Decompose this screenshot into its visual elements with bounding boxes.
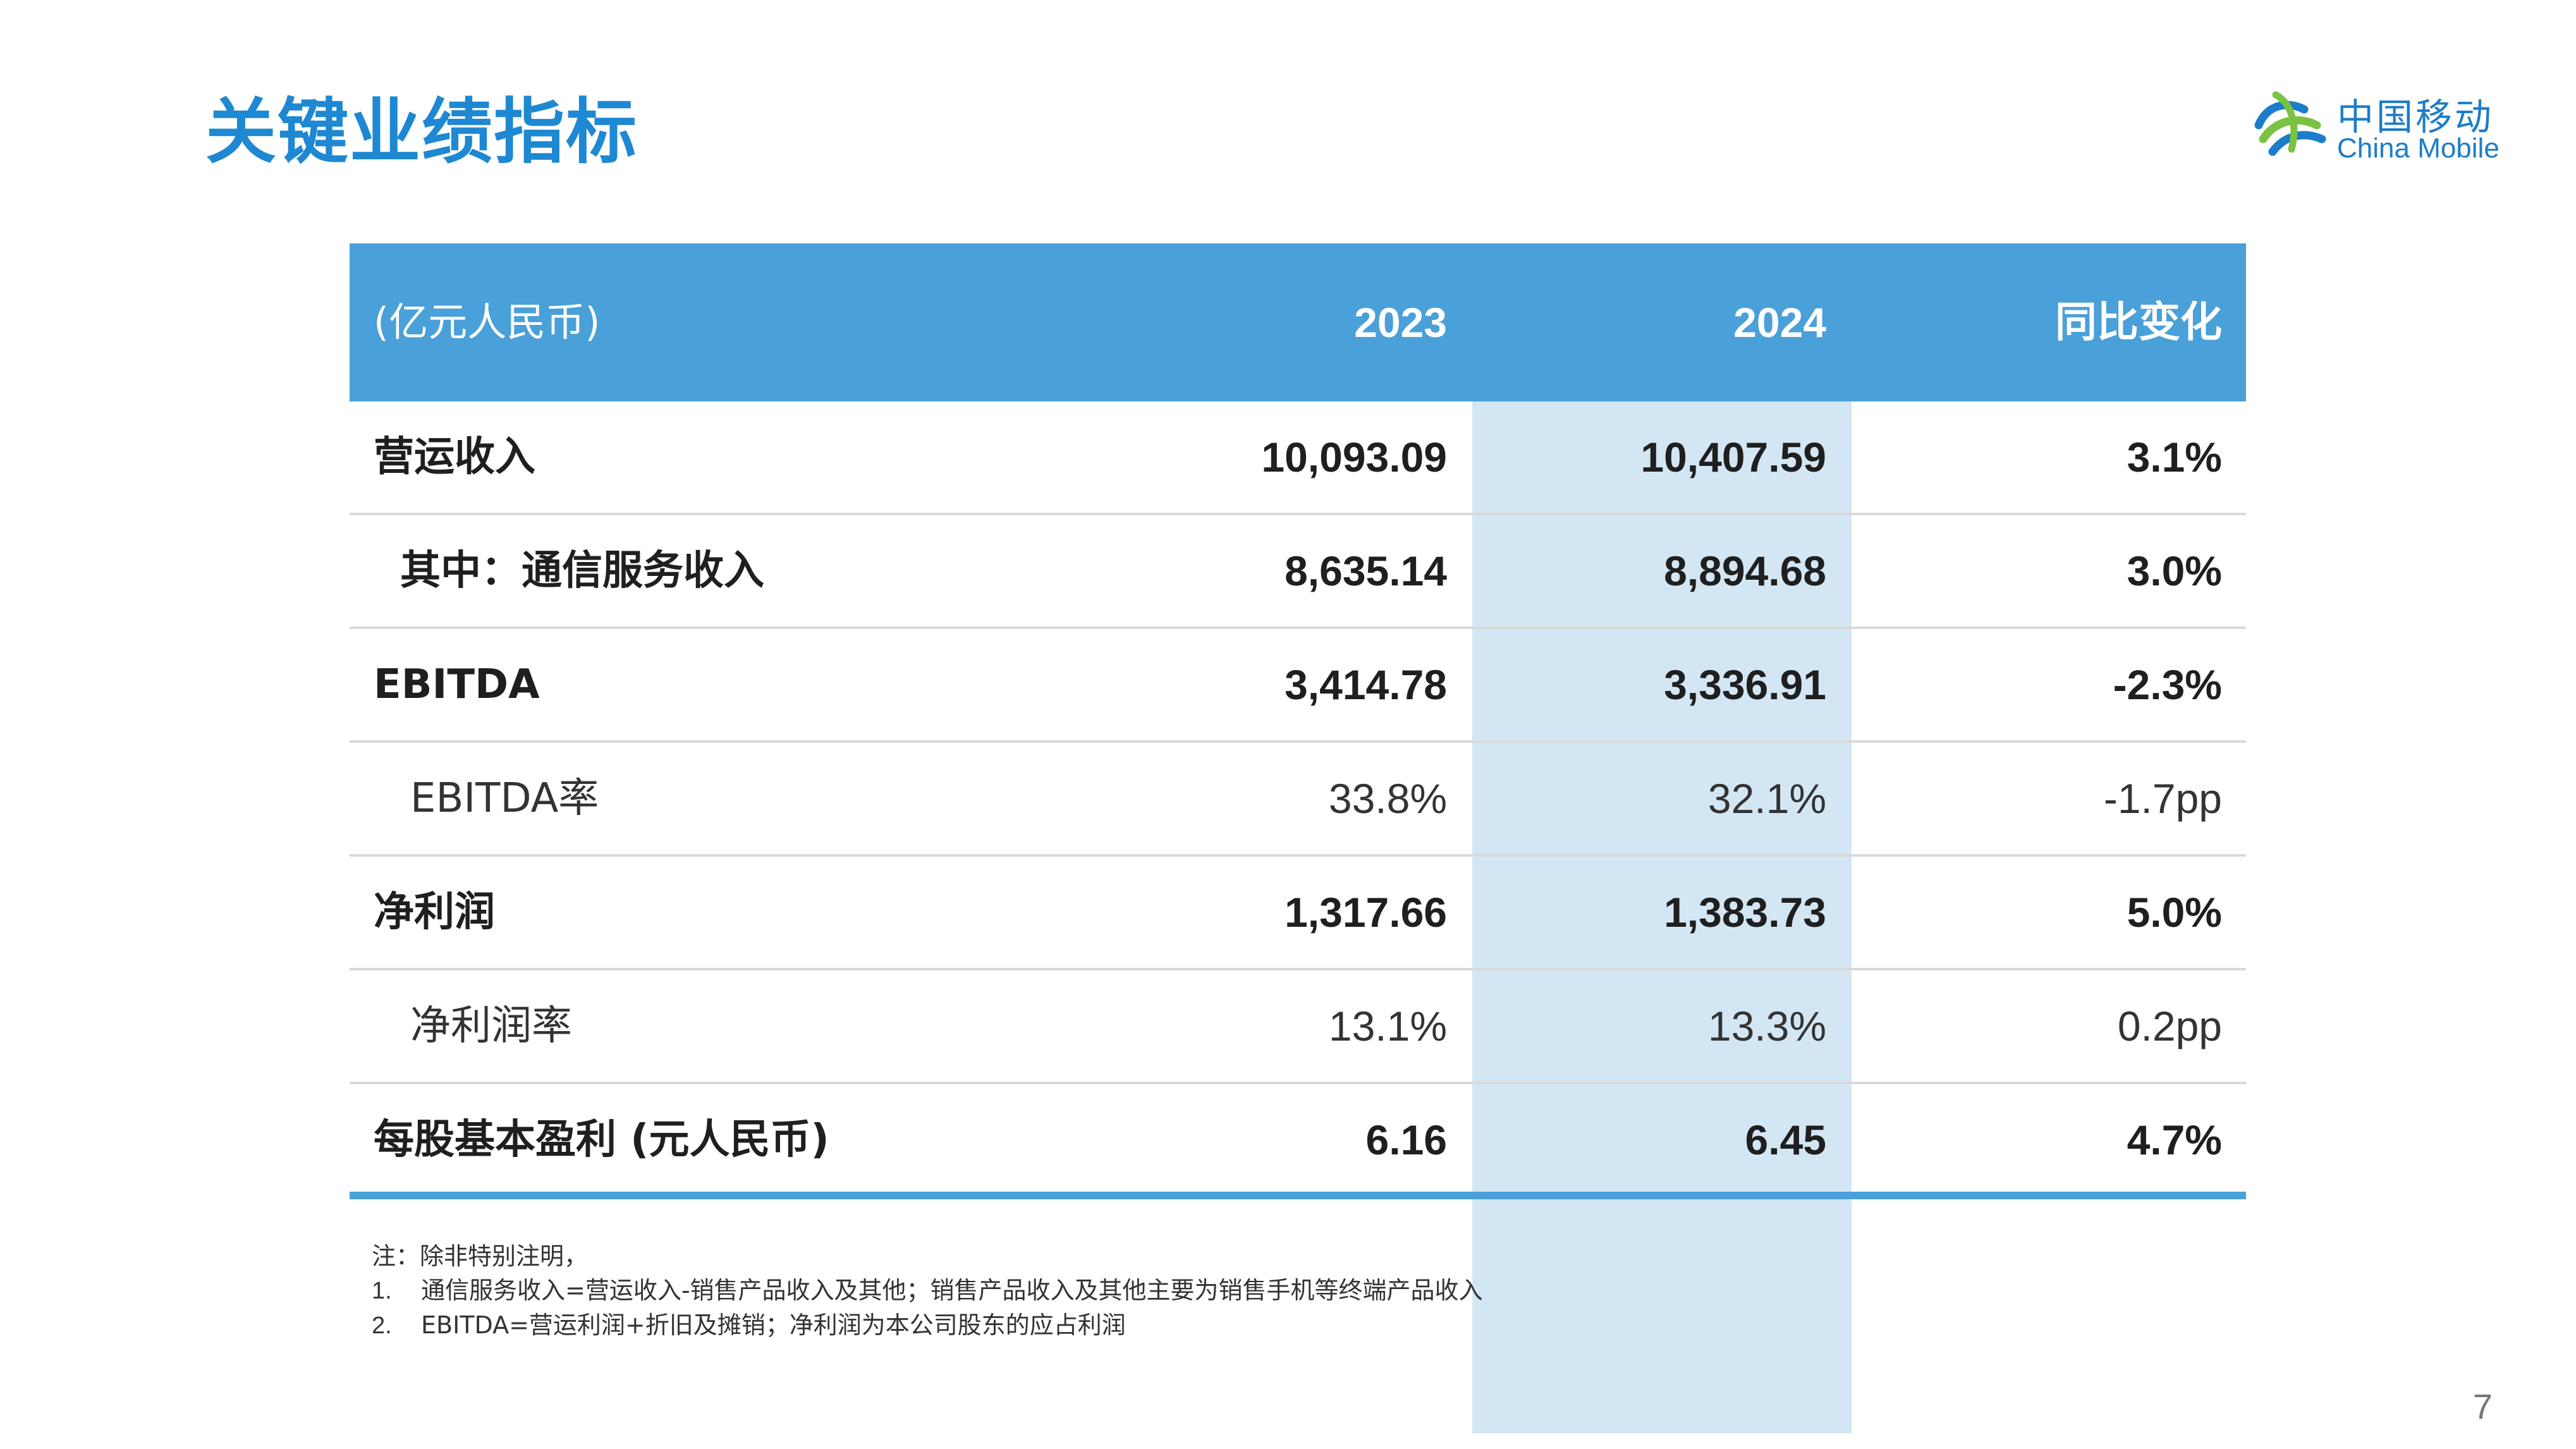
table-row: 每股基本盈利 (元人民币) 6.16 6.45 4.7% bbox=[350, 1084, 2246, 1199]
table-header: (亿元人民币) 2023 2024 同比变化 bbox=[350, 243, 2246, 401]
row-label: EBITDA率 bbox=[410, 775, 599, 822]
row-label: 每股基本盈利 (元人民币) bbox=[374, 1116, 829, 1163]
value-2024: 8,894.68 bbox=[1664, 547, 1826, 594]
china-mobile-logo: 中国移动 China Mobile bbox=[2247, 81, 2513, 176]
value-2023: 8,635.14 bbox=[1285, 547, 1447, 594]
page-number: 7 bbox=[2472, 1386, 2493, 1426]
logo-text-en: China Mobile bbox=[2337, 133, 2500, 164]
page-title: 关键业绩指标 bbox=[205, 91, 638, 173]
footnote-intro: 注：除非特别注明， bbox=[372, 1242, 589, 1270]
table-row: 营运收入 10,093.09 10,407.59 3.1% bbox=[350, 401, 2246, 515]
value-2024: 10,407.59 bbox=[1640, 434, 1826, 480]
value-2023: 13.1% bbox=[1328, 1003, 1447, 1049]
table-row: EBITDA 3,414.78 3,336.91 -2.3% bbox=[350, 629, 2246, 743]
value-2024: 32.1% bbox=[1707, 775, 1826, 822]
table-row: 净利润 1,317.66 1,383.73 5.0% bbox=[350, 857, 2246, 970]
footnotes: 注：除非特别注明， 1. 通信服务收入=营运收入-销售产品收入及其他；销售产品收入… bbox=[372, 1239, 1483, 1343]
value-2023: 1,317.66 bbox=[1285, 889, 1447, 936]
highlight-column-2024 bbox=[1472, 401, 1852, 1433]
table-row: 净利润率 13.1% 13.3% 0.2pp bbox=[350, 970, 2246, 1084]
value-change: 5.0% bbox=[2127, 889, 2222, 936]
footnote-text: EBITDA=营运利润+折旧及摊销；净利润为本公司股东的应占利润 bbox=[421, 1311, 1126, 1339]
value-change: 4.7% bbox=[2127, 1116, 2222, 1163]
table-row: 其中：通信服务收入 8,635.14 8,894.68 3.0% bbox=[350, 515, 2246, 629]
logo-mark-icon bbox=[2254, 91, 2326, 156]
row-label: 净利润 bbox=[374, 889, 495, 936]
value-2024: 6.45 bbox=[1745, 1116, 1826, 1163]
footnote-item: 1. 通信服务收入=营运收入-销售产品收入及其他；销售产品收入及其他主要为销售手机… bbox=[372, 1273, 1483, 1308]
value-change: 3.1% bbox=[2127, 434, 2222, 480]
logo-text-cn: 中国移动 bbox=[2337, 95, 2494, 138]
table-row: EBITDA率 33.8% 32.1% -1.7pp bbox=[350, 743, 2246, 857]
value-change: -1.7pp bbox=[2103, 775, 2222, 822]
footnote-number: 1. bbox=[372, 1278, 392, 1304]
value-2024: 1,383.73 bbox=[1664, 889, 1826, 936]
value-2023: 6.16 bbox=[1365, 1116, 1447, 1163]
unit-label: (亿元人民币) bbox=[374, 299, 601, 345]
row-label: 营运收入 bbox=[374, 434, 535, 480]
value-change: -2.3% bbox=[2113, 661, 2222, 708]
row-label: 净利润率 bbox=[410, 1003, 572, 1049]
value-change: 3.0% bbox=[2127, 547, 2222, 594]
value-2023: 33.8% bbox=[1328, 775, 1447, 822]
value-2024: 13.3% bbox=[1707, 1003, 1826, 1049]
footnote-item: 2. EBITDA=营运利润+折旧及摊销；净利润为本公司股东的应占利润 bbox=[372, 1308, 1483, 1343]
value-change: 0.2pp bbox=[2117, 1003, 2222, 1049]
col-header-change: 同比变化 bbox=[2055, 298, 2222, 346]
col-header-2024: 2024 bbox=[1733, 299, 1826, 346]
value-2024: 3,336.91 bbox=[1664, 661, 1826, 708]
value-2023: 10,093.09 bbox=[1261, 434, 1447, 480]
row-label: 其中：通信服务收入 bbox=[400, 547, 764, 594]
col-header-2023: 2023 bbox=[1354, 299, 1447, 346]
footnote-text: 通信服务收入=营运收入-销售产品收入及其他；销售产品收入及其他主要为销售手机等终… bbox=[421, 1276, 1483, 1304]
footnote-number: 2. bbox=[372, 1312, 392, 1339]
row-label: EBITDA bbox=[374, 661, 540, 708]
value-2023: 3,414.78 bbox=[1285, 661, 1447, 708]
